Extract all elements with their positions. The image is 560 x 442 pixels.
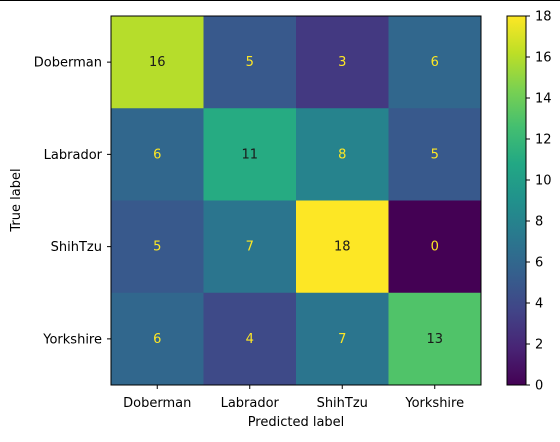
cell-value-label: 6: [153, 147, 161, 162]
y-tick-label: Doberman: [34, 56, 102, 71]
x-tick-label: ShihTzu: [317, 396, 368, 411]
cell-value-label: 5: [431, 147, 439, 162]
heatmap-cell: [111, 292, 204, 386]
heatmap-cell: [111, 16, 204, 109]
heatmap-cell: [203, 16, 297, 109]
cell-value-label: 5: [153, 240, 161, 255]
heatmap-cell: [203, 200, 297, 294]
colorbar-tick-label: 16: [535, 51, 552, 66]
y-tick-label: ShihTzu: [51, 240, 102, 255]
heatmap-cell: [296, 108, 389, 201]
x-tick-label: Labrador: [221, 396, 280, 411]
heatmap-cells: 16 5 3 6 6 11 8 5 5 7 18 0 6 4 7 13: [111, 16, 482, 386]
cell-value-label: 4: [246, 332, 254, 347]
colorbar-axis: 0 2 4 6 8 10 12 14 16 18: [526, 10, 552, 394]
x-axis-label: Predicted label: [248, 415, 345, 430]
colorbar-tick-label: 4: [535, 297, 543, 312]
heatmap-cell: [296, 16, 389, 109]
cell-value-label: 18: [334, 240, 351, 255]
colorbar-tick-label: 6: [535, 256, 543, 271]
cell-value-label: 13: [426, 332, 443, 347]
heatmap-cell: [203, 108, 297, 201]
heatmap-cell: [388, 292, 482, 386]
heatmap-cell: [388, 16, 482, 109]
heatmap-cell: [111, 200, 204, 294]
colorbar-tick-label: 2: [535, 338, 543, 353]
cell-value-label: 7: [246, 240, 254, 255]
colorbar-tick-label: 8: [535, 215, 543, 230]
cell-value-label: 3: [338, 55, 346, 70]
heatmap-cell: [296, 292, 389, 386]
plot-frame: [110, 15, 482, 386]
heatmap-cell: [203, 292, 297, 386]
cell-value-label: 7: [338, 332, 346, 347]
colorbar-tick-label: 14: [535, 92, 552, 107]
colorbar-tick-label: 10: [535, 174, 552, 189]
colorbar-tick-label: 18: [535, 10, 552, 25]
x-tick-label: Yorkshire: [404, 396, 464, 411]
colorbar-tick-label: 0: [535, 379, 543, 394]
colorbar-tick-label: 12: [535, 133, 552, 148]
x-tick-label: Doberman: [123, 396, 191, 411]
cell-value-label: 6: [431, 55, 439, 70]
y-tick-label: Labrador: [44, 148, 103, 163]
top-border: [0, 0, 560, 1]
cell-value-label: 5: [246, 55, 254, 70]
colorbar: [506, 15, 527, 386]
x-axis: Doberman Labrador ShihTzu Yorkshire: [123, 385, 464, 411]
heatmap-cell: [388, 108, 482, 201]
heatmap-cell: [388, 200, 482, 294]
cell-value-label: 11: [241, 147, 258, 162]
y-axis-label: True label: [9, 168, 24, 232]
y-axis: Doberman Labrador ShihTzu Yorkshire: [34, 56, 111, 347]
cell-value-label: 0: [431, 240, 439, 255]
y-tick-label: Yorkshire: [42, 332, 102, 347]
heatmap-cell: [296, 200, 389, 294]
cell-value-label: 16: [149, 55, 166, 70]
heatmap-cell: [111, 108, 204, 201]
cell-value-label: 6: [153, 332, 161, 347]
cell-value-label: 8: [338, 147, 346, 162]
